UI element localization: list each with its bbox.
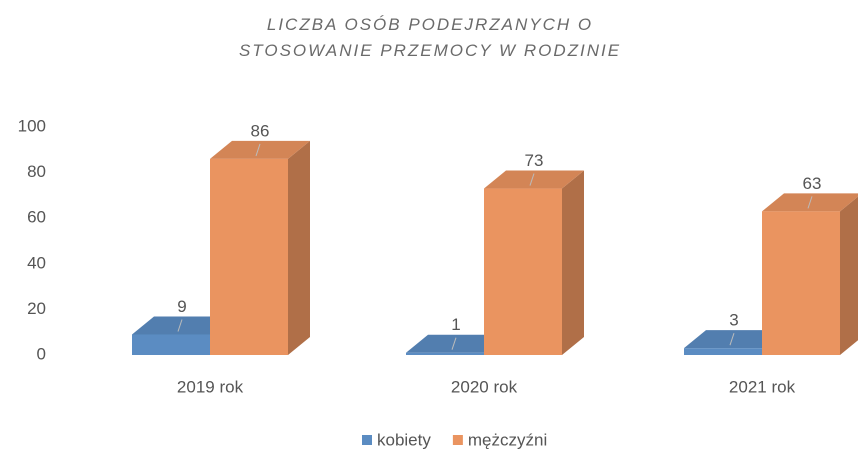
legend-label: kobiety: [377, 430, 431, 449]
label-leader: [729, 333, 735, 346]
data-label: 86: [251, 121, 270, 140]
y-tick-label: 0: [37, 344, 46, 363]
label-leader: [529, 173, 535, 186]
bar-face: [132, 316, 232, 335]
bar-face: [684, 348, 762, 355]
bar-face: [762, 211, 840, 355]
data-label: 3: [729, 311, 738, 330]
bar-face: [406, 352, 484, 355]
y-tick-label: 80: [27, 162, 46, 181]
x-tick-label: 2020 rok: [451, 377, 518, 396]
label-leader: [177, 319, 183, 332]
x-tick-label: 2019 rok: [177, 377, 244, 396]
bar-face: [562, 170, 584, 355]
chart-title: LICZBA OSÓB PODEJRZANYCH O STOSOWANIE PR…: [238, 15, 622, 60]
legend-swatch: [362, 435, 372, 445]
bar-face: [484, 188, 562, 355]
y-tick-label: 40: [27, 253, 46, 272]
bar-face: [840, 196, 858, 355]
bar-face: [210, 140, 310, 159]
bar-face: [132, 334, 210, 355]
bar-face: [288, 140, 310, 355]
label-leader: [451, 337, 457, 350]
label-leader: [255, 143, 261, 157]
bar: [210, 140, 310, 355]
bar-face: [684, 330, 784, 349]
bar-face: [484, 170, 584, 189]
data-label: 1: [451, 315, 460, 334]
label-leader: [807, 196, 813, 209]
bar: [484, 170, 584, 355]
data-label: 63: [803, 174, 822, 193]
legend-label: mężczyźni: [468, 430, 547, 449]
legend-swatch: [452, 435, 463, 445]
data-label: 73: [525, 151, 544, 170]
x-tick-label: 2021 rok: [729, 377, 796, 396]
y-tick-label: 60: [27, 208, 46, 227]
y-tick-label: 100: [18, 116, 46, 135]
y-tick-label: 20: [27, 299, 46, 318]
bar: [762, 193, 858, 355]
bar-face: [406, 334, 506, 353]
bar-face: [210, 158, 288, 355]
data-label: 9: [177, 297, 186, 316]
